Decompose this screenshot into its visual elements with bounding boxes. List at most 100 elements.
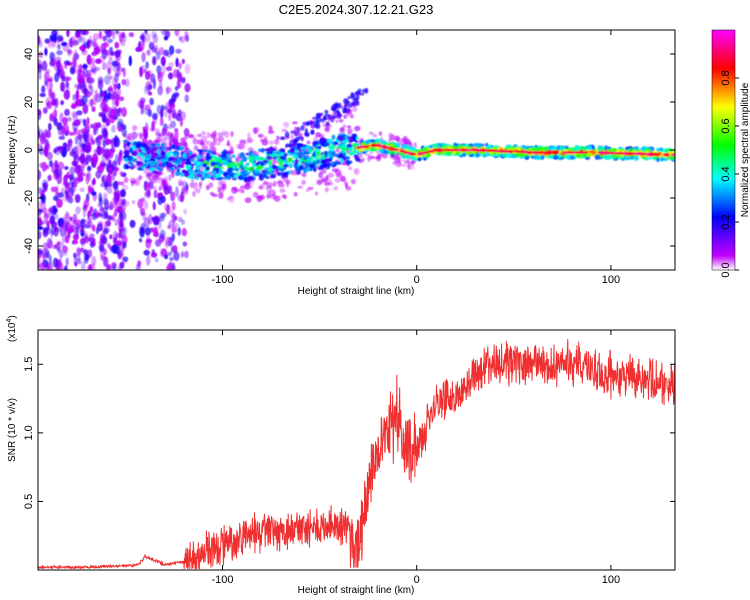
spectrogram-cell	[128, 32, 135, 38]
spectrogram-cell	[109, 46, 113, 53]
spectrogram-cell	[269, 140, 274, 145]
spectrogram-cell	[226, 197, 231, 201]
spectrogram-cell	[151, 153, 156, 159]
spectrogram-cell	[245, 162, 250, 166]
spectrogram-cell	[114, 41, 120, 49]
spectrogram-cell	[355, 94, 360, 101]
spectrogram-cell	[143, 167, 149, 175]
spectrogram-cell	[344, 156, 351, 160]
spectrogram-cell	[74, 99, 81, 107]
spectrogram-cell	[159, 80, 163, 89]
spectrogram-cell	[93, 94, 98, 106]
spectrogram-cell	[86, 117, 90, 126]
spectrogram-cell	[147, 108, 152, 118]
spectrogram-cell	[324, 127, 331, 133]
spectrogram-cell	[67, 50, 72, 57]
spectrogram-cell	[262, 172, 267, 178]
spectrogram-cell	[60, 81, 65, 93]
spectrogram-cell	[164, 241, 170, 249]
spectrogram-cell	[47, 262, 54, 270]
y-tick-label: 0	[23, 147, 35, 153]
spectrogram-cell	[175, 186, 179, 198]
spectrogram-cell	[171, 93, 177, 103]
spectrogram-cell	[97, 202, 101, 208]
x-tick-label: 100	[602, 574, 620, 586]
spectrogram-cell	[57, 258, 62, 268]
spectrogram-cell	[118, 228, 123, 234]
spectrogram-cell	[334, 161, 339, 164]
spectrogram-cell	[322, 116, 328, 121]
spectrogram-cell	[292, 154, 298, 159]
spectrogram-cell	[327, 172, 335, 178]
snr-y-scale-label: (x104)	[6, 315, 18, 342]
spectrogram-cell	[158, 47, 165, 56]
spectrogram-cell	[117, 82, 121, 90]
spectrogram-cell	[167, 124, 173, 130]
spectrogram-cell	[168, 140, 172, 148]
spectrogram-cell	[62, 251, 68, 256]
spectrogram-cell	[266, 193, 271, 199]
spectrogram-cell	[157, 192, 164, 197]
spectrogram-cell	[163, 49, 169, 57]
y-tick-label: 0.5	[23, 494, 35, 509]
spectrogram-cell	[304, 131, 309, 137]
spectrogram-cell	[244, 197, 252, 204]
spectrogram-cell	[485, 145, 492, 149]
spectrogram-cell	[192, 139, 199, 145]
spectrogram-cell	[66, 86, 71, 96]
spectrogram-cell	[304, 151, 311, 155]
spectrogram-cell	[253, 169, 260, 174]
spectrogram-cell	[146, 234, 150, 241]
spectrogram-cell	[144, 227, 151, 236]
spectrogram-cell	[345, 185, 352, 191]
spectrogram-cell	[77, 83, 83, 90]
spectrogram-cell	[114, 97, 120, 107]
spectrogram-cell	[95, 170, 102, 179]
spectrogram-cell	[243, 166, 250, 170]
spectrogram-cell	[106, 264, 112, 270]
spectrogram-cell	[319, 170, 327, 175]
spectrogram-cell	[111, 124, 116, 133]
spectrogram-cell	[175, 48, 182, 54]
spectrogram-cell	[38, 109, 42, 116]
spectrogram-cell	[184, 83, 191, 93]
spectrogram-cell	[120, 38, 126, 47]
spectrogram-cell	[184, 63, 191, 75]
spectrogram-cell	[168, 45, 175, 55]
spectrogram-cell	[142, 126, 146, 131]
spectrogram-cell	[279, 156, 286, 160]
spectrogram-cell	[278, 159, 285, 163]
spectrogram-cell	[80, 30, 87, 36]
spectrogram-cell	[39, 93, 46, 98]
spectrogram-cell	[404, 154, 409, 158]
spectrogram-cell	[281, 173, 286, 179]
spectrogram-cell	[102, 42, 110, 48]
spectrogram-cell	[81, 49, 88, 56]
spectrogram-cell	[177, 195, 184, 202]
spectrogram-cell	[119, 261, 125, 269]
spectrogram-cell	[327, 162, 331, 168]
spectrogram-cell	[82, 103, 89, 115]
spectrogram-cell	[301, 179, 306, 186]
y-tick-label: 40	[23, 48, 35, 60]
spectrogram-cell	[74, 193, 81, 204]
spectrogram-cell	[87, 249, 93, 258]
spectrogram-cell	[123, 200, 130, 207]
spectrogram-cell	[468, 143, 474, 148]
spectrogram-cell	[523, 154, 528, 158]
spectrogram-cell	[91, 106, 96, 113]
spectrogram-cell	[113, 187, 120, 198]
spectrogram-cell	[85, 73, 90, 83]
spectrogram-cell	[347, 136, 353, 141]
spectrogram-cell	[151, 146, 159, 151]
spectrogram-cell	[38, 216, 42, 225]
spectrogram-cell	[152, 56, 157, 66]
spectrogram-cell	[47, 174, 52, 182]
spectrogram-cell	[169, 256, 174, 262]
spectrogram-cell	[258, 185, 263, 190]
spectrogram-cell	[583, 151, 588, 154]
spectrogram-cell	[38, 208, 42, 217]
spectrogram-cell	[167, 72, 174, 80]
spectrogram-cell	[149, 185, 157, 190]
spectrogram-y-ticks: -40 -20 0 20 40	[23, 48, 675, 254]
